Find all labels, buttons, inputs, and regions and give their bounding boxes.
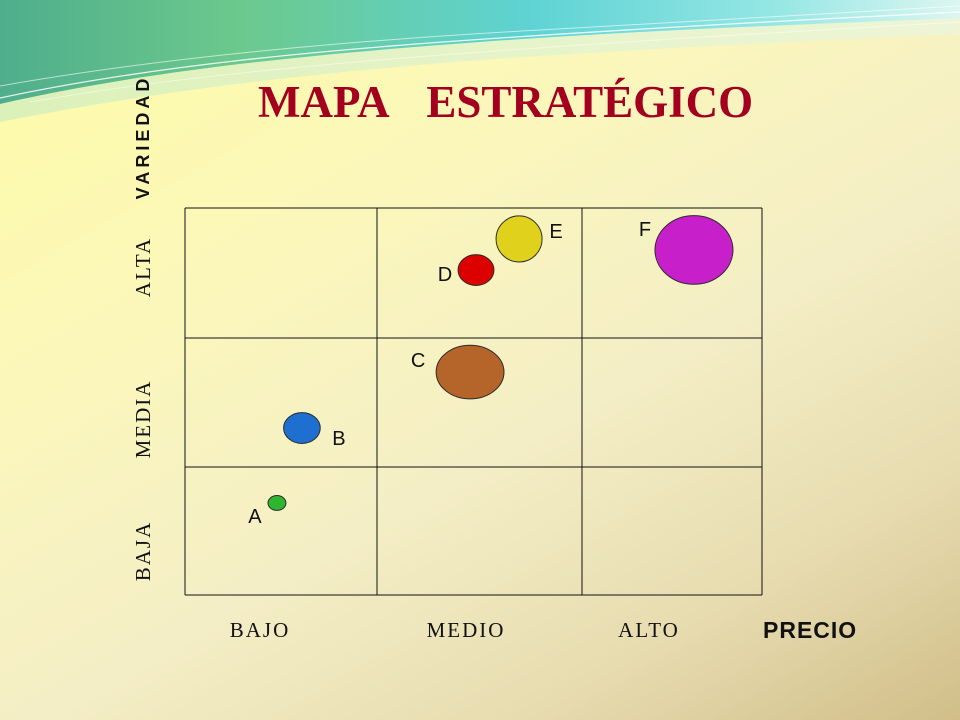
bubble-c [435,344,505,400]
wave-highlight-line [0,11,960,99]
bubble-e [495,215,543,263]
bubble-d [457,254,495,286]
bubble-label-e: E [549,221,562,243]
chart-title: MAPA ESTRATÉGICO [258,77,754,127]
x-tick-label-medio: MEDIO [426,618,506,642]
top-wave-decoration [0,0,960,122]
wave-highlight-line [0,5,960,87]
wave-band [0,0,960,104]
bubble-series: A B C D E F [248,215,734,528]
bubble-label-a: A [248,506,262,528]
x-tick-label-alto: ALTO [618,618,680,642]
bubble-label-c: C [411,350,425,372]
bubble-label-d: D [438,264,452,286]
bubble-label-b: B [332,428,345,450]
wave-highlight-line [29,21,960,103]
x-axis-title: PRECIO [763,617,858,643]
bubble-f [654,215,734,285]
bubble-a [267,495,287,511]
bubble-label-f: F [639,219,651,241]
bubble-b [283,412,321,444]
grid [184,207,763,596]
x-tick-label-bajo: BAJO [229,618,291,642]
wave-glow [0,18,960,122]
